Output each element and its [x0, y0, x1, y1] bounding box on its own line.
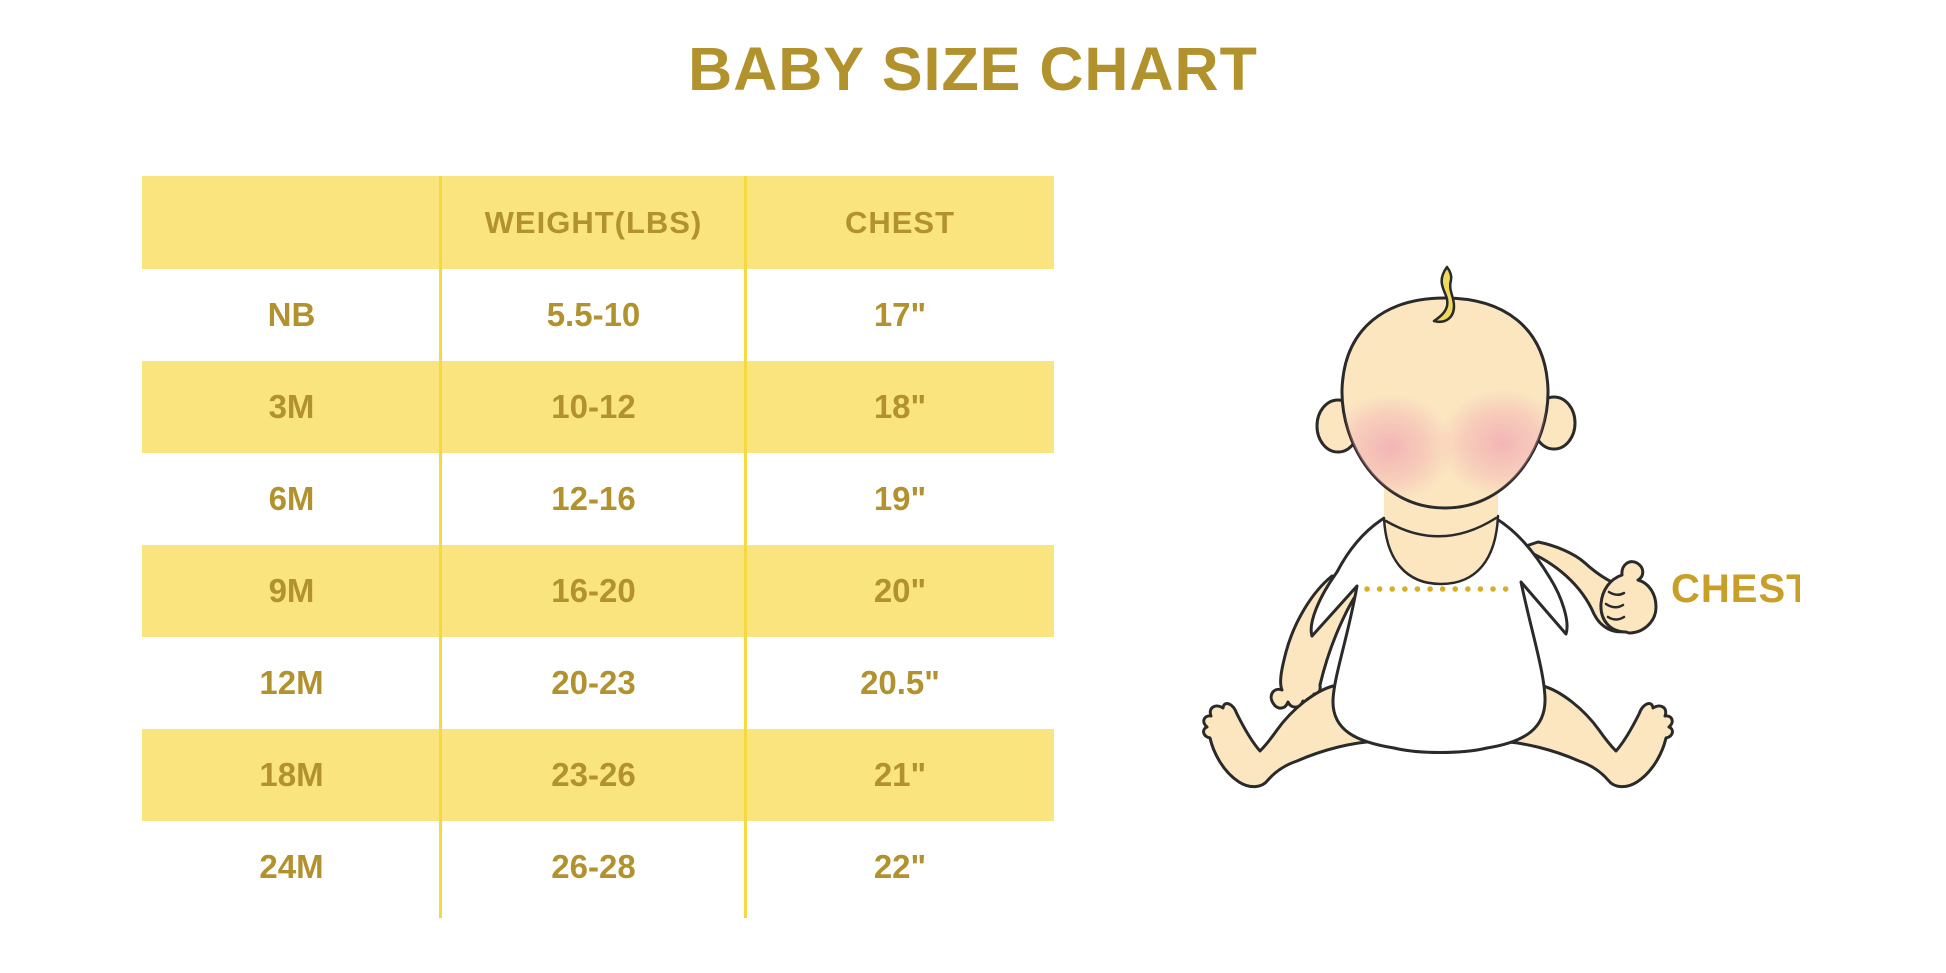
chest-cell: 21" — [873, 756, 927, 793]
header-weight-cell: WEIGHT(LBS) — [484, 204, 703, 240]
chest-cell: 19" — [873, 480, 927, 517]
weight-cell: 16-20 — [551, 572, 636, 609]
table-row: 3M 10-12 18" — [142, 361, 1054, 453]
table-row: 24M 26-28 22" — [142, 821, 1054, 913]
weight-cell: 26-28 — [551, 848, 636, 885]
weight-cell: 10-12 — [551, 388, 636, 425]
weight-cell: 20-23 — [551, 664, 636, 701]
size-cell: 18M — [259, 756, 324, 793]
size-table: WEIGHT(LBS) CHEST NB 5.5-10 17" 3M 10-12… — [142, 176, 1054, 918]
chest-label: CHEST — [1671, 567, 1800, 611]
size-cell: 24M — [259, 848, 324, 885]
baby-neck-outline — [1382, 514, 1500, 586]
size-cell: 3M — [268, 388, 315, 425]
column-separator — [744, 176, 747, 918]
chest-cell: 20.5" — [860, 664, 940, 701]
table-row: 12M 20-23 20.5" — [142, 637, 1054, 729]
table-row: 6M 12-16 19" — [142, 453, 1054, 545]
chest-cell: 20" — [873, 572, 927, 609]
size-cell: 12M — [259, 664, 324, 701]
weight-cell: 12-16 — [551, 480, 636, 517]
header-size-cell — [142, 176, 441, 269]
chest-cell: 17" — [873, 296, 927, 333]
baby-fist — [1599, 560, 1658, 635]
size-cell: 6M — [268, 480, 315, 517]
table-header-row: WEIGHT(LBS) CHEST — [142, 176, 1054, 269]
baby-svg: CHEST — [1202, 265, 1811, 789]
baby-fist-crease — [1604, 602, 1625, 609]
weight-cell: 23-26 — [551, 756, 636, 793]
table-row: 9M 16-20 20" — [142, 545, 1054, 637]
header-chest-cell: CHEST — [844, 204, 956, 240]
baby-collar-line — [1384, 516, 1498, 538]
baby-fist-crease — [1607, 590, 1626, 596]
size-cell: NB — [267, 296, 316, 333]
baby-fist-crease — [1606, 615, 1626, 621]
column-separator — [439, 176, 442, 918]
baby-hair-curl — [1432, 265, 1456, 323]
table-row: 18M 23-26 21" — [142, 729, 1054, 821]
page-title: BABY SIZE CHART — [688, 35, 1258, 103]
baby-illustration: CHEST — [1180, 230, 1811, 790]
baby-torso — [1309, 500, 1569, 754]
size-cell: 9M — [268, 572, 315, 609]
chest-cell: 18" — [873, 388, 927, 425]
weight-cell: 5.5-10 — [546, 296, 641, 333]
table-row: NB 5.5-10 17" — [142, 269, 1054, 361]
chest-cell: 22" — [873, 848, 927, 885]
